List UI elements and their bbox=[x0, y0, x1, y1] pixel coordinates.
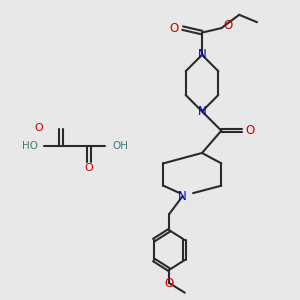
Text: O: O bbox=[34, 123, 43, 133]
Text: O: O bbox=[170, 22, 179, 34]
Text: N: N bbox=[178, 190, 187, 202]
Text: O: O bbox=[165, 277, 174, 290]
Text: OH: OH bbox=[112, 140, 128, 151]
Text: N: N bbox=[198, 48, 206, 62]
Text: O: O bbox=[245, 124, 254, 137]
Text: N: N bbox=[198, 105, 206, 118]
Text: HO: HO bbox=[22, 140, 38, 151]
Text: O: O bbox=[85, 163, 93, 173]
Text: O: O bbox=[223, 19, 232, 32]
